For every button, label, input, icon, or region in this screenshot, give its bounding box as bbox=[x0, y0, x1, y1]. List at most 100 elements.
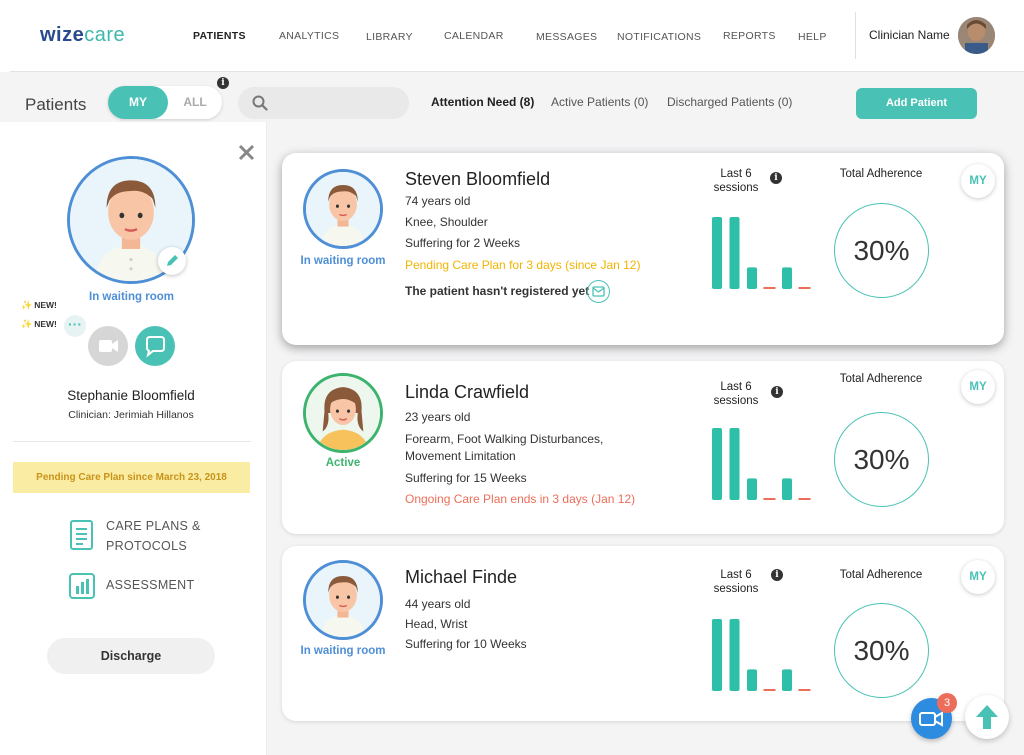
pencil-icon bbox=[167, 255, 178, 266]
session-bar bbox=[782, 669, 792, 691]
nav-patients[interactable]: PATIENTS bbox=[193, 30, 246, 42]
new-badge: ✨ NEW! bbox=[21, 300, 57, 311]
user-name[interactable]: Clinician Name bbox=[869, 28, 950, 42]
patient-card[interactable]: In waiting room Michael Finde 44 years o… bbox=[282, 546, 1004, 721]
edit-avatar-button[interactable] bbox=[158, 247, 186, 275]
adherence-value: 30% bbox=[834, 603, 929, 698]
patient-body-parts: Forearm, Foot Walking Disturbances, Move… bbox=[405, 432, 604, 463]
wizecare-logo[interactable]: wizecare bbox=[40, 24, 125, 47]
session-bar bbox=[798, 287, 811, 289]
scroll-to-top-button[interactable] bbox=[965, 695, 1009, 739]
new-badge: ✨ NEW! bbox=[21, 319, 57, 330]
session-bar bbox=[712, 619, 722, 691]
user-avatar[interactable] bbox=[958, 17, 995, 54]
top-navigation-bar: wizecare PATIENTS ANALYTICS LIBRARY CALE… bbox=[0, 0, 1024, 72]
adherence-label: Total Adherence bbox=[839, 373, 923, 385]
patient-age: 74 years old bbox=[405, 194, 471, 208]
sessions-info-icon[interactable]: i bbox=[770, 172, 782, 184]
sessions-label: Last 6 sessions bbox=[713, 569, 759, 595]
video-camera-icon bbox=[99, 340, 118, 352]
search-input[interactable] bbox=[278, 93, 398, 113]
filter-active-patients[interactable]: Active Patients (0) bbox=[551, 95, 649, 109]
nav-library[interactable]: LIBRARY bbox=[366, 31, 413, 43]
care-plans-label: CARE PLANS & PROTOCOLS bbox=[106, 519, 201, 553]
session-bar bbox=[747, 267, 757, 289]
my-patient-badge[interactable]: MY bbox=[961, 560, 995, 594]
nav-notifications[interactable]: NOTIFICATIONS bbox=[617, 31, 702, 43]
toggle-my[interactable]: MY bbox=[108, 86, 168, 119]
pending-care-plan-banner: Pending Care Plan since March 23, 2018 bbox=[13, 462, 250, 493]
my-patient-badge[interactable]: MY bbox=[961, 370, 995, 404]
assessment-label: ASSESSMENT bbox=[106, 578, 195, 592]
patient-name: Linda Crawfield bbox=[405, 382, 530, 402]
info-icon[interactable]: i bbox=[217, 77, 229, 89]
adherence-label: Total Adherence bbox=[839, 569, 923, 581]
patient-avatar bbox=[303, 373, 383, 453]
patient-avatar bbox=[303, 560, 383, 640]
patient-duration: Suffering for 15 Weeks bbox=[405, 471, 527, 485]
envelope-icon bbox=[592, 286, 605, 297]
search-box[interactable] bbox=[238, 87, 409, 119]
chat-button[interactable] bbox=[135, 326, 175, 366]
patient-duration: Suffering for 2 Weeks bbox=[405, 236, 520, 250]
filter-discharged-patients[interactable]: Discharged Patients (0) bbox=[667, 95, 793, 109]
page-title: Patients bbox=[25, 95, 87, 114]
patient-status: In waiting room bbox=[300, 255, 386, 267]
video-call-button[interactable] bbox=[88, 326, 128, 366]
session-bar bbox=[798, 498, 811, 500]
registration-note: The patient hasn't registered yet bbox=[405, 284, 590, 298]
nav-calendar[interactable]: CALENDAR bbox=[444, 30, 504, 42]
adherence-value: 30% bbox=[834, 203, 929, 298]
my-patient-badge[interactable]: MY bbox=[961, 164, 995, 198]
patient-age: 44 years old bbox=[405, 597, 471, 611]
close-icon[interactable] bbox=[237, 143, 257, 163]
discharge-button[interactable]: Discharge bbox=[47, 638, 215, 674]
sidebar-divider bbox=[13, 441, 251, 442]
clipboard-icon bbox=[70, 520, 93, 550]
patient-body-parts: Head, Wrist bbox=[405, 617, 468, 631]
session-bar bbox=[712, 428, 722, 500]
logo-text-wize: wize bbox=[40, 24, 85, 46]
nav-analytics[interactable]: ANALYTICS bbox=[279, 30, 340, 42]
session-bar bbox=[729, 619, 740, 691]
add-patient-button[interactable]: Add Patient bbox=[856, 88, 977, 119]
patient-card[interactable]: In waiting room Steven Bloomfield 74 yea… bbox=[282, 153, 1004, 345]
search-icon bbox=[252, 95, 268, 111]
session-bar bbox=[782, 267, 792, 289]
patient-name: Stephanie Bloomfield bbox=[67, 388, 195, 403]
filter-attention-need[interactable]: Attention Need (8) bbox=[431, 95, 535, 109]
send-invite-button[interactable] bbox=[587, 280, 610, 303]
care-plan-status: Ongoing Care Plan ends in 3 days (Jan 12… bbox=[405, 492, 636, 506]
session-bar bbox=[798, 689, 811, 691]
new-label: NEW! bbox=[34, 300, 57, 310]
session-bar bbox=[712, 217, 722, 289]
sessions-info-icon[interactable]: i bbox=[771, 569, 783, 581]
patient-card[interactable]: Active Linda Crawfield 23 years old Fore… bbox=[282, 361, 1004, 534]
more-options-icon[interactable]: ··· bbox=[64, 315, 86, 337]
party-icon: ✨ bbox=[21, 300, 33, 310]
adherence-value: 30% bbox=[834, 412, 929, 507]
patient-status: In waiting room bbox=[300, 645, 386, 657]
my-all-toggle[interactable]: MY ALL bbox=[108, 86, 222, 119]
arrow-up-icon bbox=[976, 705, 998, 729]
session-bar bbox=[747, 478, 757, 500]
patient-avatar bbox=[303, 169, 383, 249]
patient-status: In waiting room bbox=[89, 291, 174, 303]
session-bar bbox=[763, 498, 776, 500]
sessions-info-icon[interactable]: i bbox=[771, 386, 783, 398]
sessions-label: Last 6 sessions bbox=[713, 381, 759, 407]
care-plan-status: Pending Care Plan for 3 days (since Jan … bbox=[405, 258, 641, 272]
new-label: NEW! bbox=[34, 319, 57, 329]
patient-name: Steven Bloomfield bbox=[405, 169, 551, 189]
notification-count-badge: 3 bbox=[937, 693, 957, 713]
nav-reports[interactable]: REPORTS bbox=[723, 30, 776, 42]
session-bar bbox=[729, 428, 740, 500]
sessions-bar-chart bbox=[712, 619, 811, 691]
nav-help[interactable]: HELP bbox=[798, 31, 827, 43]
patient-name: Michael Finde bbox=[405, 567, 518, 587]
patient-status: Active bbox=[325, 457, 361, 469]
logo-text-care: care bbox=[84, 24, 126, 46]
patient-age: 23 years old bbox=[405, 410, 471, 424]
nav-messages[interactable]: MESSAGES bbox=[536, 31, 598, 43]
toggle-all[interactable]: ALL bbox=[183, 95, 207, 109]
